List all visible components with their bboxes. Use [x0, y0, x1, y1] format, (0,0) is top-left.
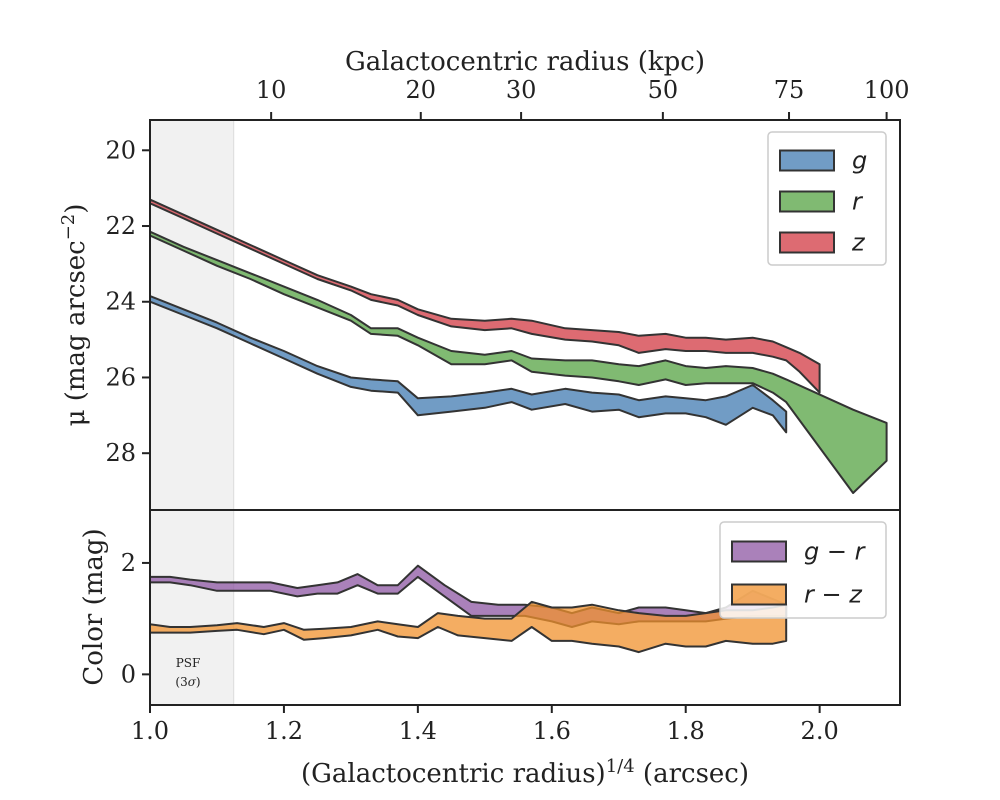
psf-annotation-prefix: (3 [175, 675, 187, 689]
bottom-x-tick-label: 1.6 [533, 717, 571, 745]
legend-swatch [731, 540, 787, 563]
legend-swatch [779, 190, 835, 213]
color-profile-bands [150, 564, 788, 654]
legend-label: z [851, 229, 866, 257]
top-y-tick-label: 20 [105, 136, 136, 164]
legend-swatch [731, 583, 787, 606]
legend-label: r [852, 188, 864, 216]
top-axis-tick-label: 100 [864, 76, 910, 104]
bottom-x-tick-label: 1.8 [667, 717, 705, 745]
x-label-text: (Galactocentric radius) [301, 759, 606, 789]
legend-label: r − z [804, 581, 863, 609]
psf-annotation-line1: PSF [176, 656, 201, 670]
top-axis-tick-label: 20 [405, 76, 436, 104]
top-axis-tick-label: 50 [648, 76, 679, 104]
bottom-x-tick-label: 1.2 [265, 717, 303, 745]
x-label-unit: (arcsec) [635, 759, 749, 789]
legend-swatch [779, 231, 835, 254]
bottom-x-tick-label: 1.0 [131, 717, 169, 745]
bottom-y-tick-label: 2 [121, 549, 136, 577]
series-r-band [150, 230, 888, 494]
legend-label: g [852, 147, 867, 175]
series-g-band [150, 295, 788, 434]
legend-swatch [779, 149, 835, 172]
top-y-tick-label: 22 [105, 212, 136, 240]
top-axis-tick-label: 30 [506, 76, 537, 104]
top-axis-tick-label: 10 [256, 76, 287, 104]
bottom-panel-y-ticks: 02 [121, 549, 150, 688]
bottom-panel-x-ticks: 1.0 1.2 1.4 1.6 1.8 2.0 [131, 705, 839, 745]
bottom-panel-frame [149, 509, 901, 706]
psf-annotation-line2: (3σ) [175, 675, 200, 689]
bottom-x-label: (Galactocentric radius)1/4 (arcsec) [301, 756, 749, 789]
top-panel-y-ticks: 20 22 24 26 28 [105, 136, 150, 467]
legend-label: g − r [804, 538, 867, 566]
series-z-band [150, 198, 821, 394]
psf-annotation-suffix: ) [196, 675, 201, 689]
bottom-panel-y-label: Color (mag) [79, 528, 109, 685]
y-label-close: ) [61, 204, 91, 214]
top-panel-y-label: μ (mag arcsec−2) [58, 204, 91, 427]
psf-annotation-sigma: σ [188, 675, 197, 689]
surface-brightness-bands [150, 198, 888, 494]
top-y-tick-label: 28 [105, 439, 136, 467]
top-axis-tick-label: 75 [774, 76, 805, 104]
psf-shaded-region-bottom [150, 510, 234, 705]
x-label-exponent: 1/4 [606, 756, 635, 777]
top-legend: grz [767, 131, 887, 266]
top-y-tick-label: 26 [105, 363, 136, 391]
top-axis-ticks: 10 20 30 50 75 100 [256, 76, 910, 120]
top-axis-label: Galactocentric radius (kpc) [345, 47, 705, 77]
top-y-tick-label: 24 [105, 288, 136, 316]
bottom-y-tick-label: 0 [121, 660, 136, 688]
y-label-exponent: −2 [58, 214, 79, 241]
bottom-x-tick-label: 2.0 [801, 717, 839, 745]
bottom-legend: g − r r − z [719, 521, 887, 619]
bottom-x-tick-label: 1.4 [399, 717, 437, 745]
series-rz-band [150, 600, 788, 654]
y-label-text: μ (mag arcsec [61, 240, 91, 426]
